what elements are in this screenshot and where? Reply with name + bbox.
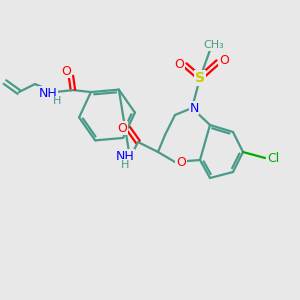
Text: S: S <box>195 71 205 85</box>
Text: O: O <box>176 155 186 169</box>
Text: O: O <box>61 64 71 78</box>
Text: NH: NH <box>116 149 134 163</box>
Text: H: H <box>121 160 129 170</box>
Text: CH₃: CH₃ <box>204 40 224 50</box>
Text: O: O <box>219 55 229 68</box>
Text: H: H <box>53 96 61 106</box>
Text: Cl: Cl <box>267 152 279 164</box>
Text: N: N <box>189 101 199 115</box>
Text: O: O <box>174 58 184 70</box>
Text: NH: NH <box>39 87 57 100</box>
Text: O: O <box>117 122 127 134</box>
